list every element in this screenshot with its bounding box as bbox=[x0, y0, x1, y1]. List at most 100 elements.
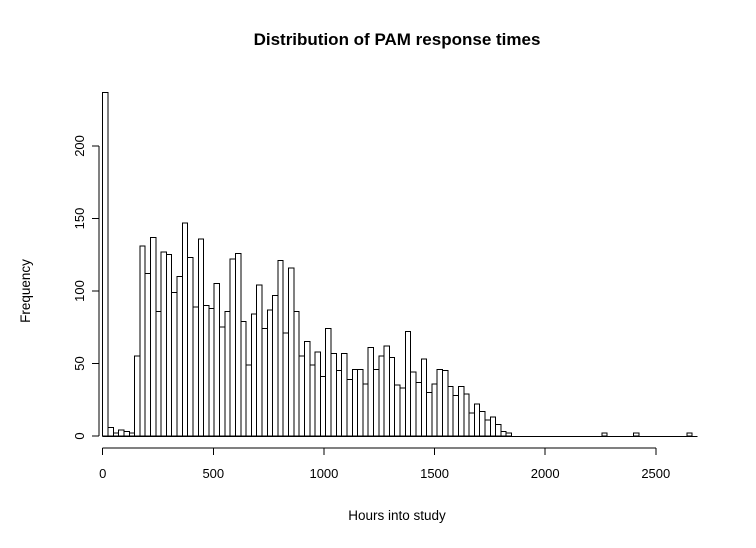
histogram-bar bbox=[484, 419, 491, 437]
histogram-bar bbox=[181, 222, 189, 437]
histogram-bar bbox=[362, 383, 369, 437]
histogram-bar bbox=[112, 432, 120, 437]
histogram-bar bbox=[388, 357, 396, 437]
chart-title: Distribution of PAM response times bbox=[254, 30, 541, 49]
histogram-bar bbox=[144, 273, 151, 437]
histogram-bar bbox=[203, 304, 210, 437]
histogram-bar bbox=[219, 326, 226, 437]
y-tick-label: 100 bbox=[72, 280, 87, 302]
histogram-bar bbox=[293, 310, 300, 437]
histogram-bar bbox=[601, 432, 608, 437]
histogram-bar bbox=[309, 364, 316, 437]
histogram-bar bbox=[410, 371, 417, 437]
histogram-bar bbox=[468, 412, 475, 437]
x-axis-title: Hours into study bbox=[348, 508, 446, 523]
histogram-bar bbox=[367, 347, 375, 437]
y-axis-title: Frequency bbox=[18, 259, 33, 323]
histogram-bar bbox=[176, 275, 183, 437]
histogram-bars bbox=[102, 91, 698, 437]
histogram-bar bbox=[282, 332, 290, 437]
y-tick-label: 200 bbox=[72, 135, 87, 157]
y-tick-label: 0 bbox=[72, 432, 87, 439]
histogram-bar bbox=[288, 267, 295, 437]
histogram-bar bbox=[457, 386, 465, 437]
histogram-bar bbox=[107, 426, 114, 437]
histogram-bar bbox=[171, 291, 178, 437]
histogram-bar bbox=[404, 331, 412, 437]
histogram-bar bbox=[341, 352, 348, 437]
histogram-bar bbox=[442, 370, 449, 437]
histogram-bar bbox=[314, 351, 321, 437]
histogram-bar bbox=[335, 370, 343, 437]
y-tick-label: 150 bbox=[72, 208, 87, 230]
histogram-bar bbox=[346, 378, 353, 437]
histogram-bar bbox=[213, 283, 221, 437]
histogram-bar bbox=[505, 432, 513, 437]
histogram-bar bbox=[261, 328, 268, 437]
histogram-bar bbox=[373, 368, 380, 437]
histogram-bar bbox=[436, 368, 444, 437]
y-tick-label: 50 bbox=[72, 356, 87, 370]
histogram-bar bbox=[426, 391, 433, 437]
x-axis: 0 500 1000 1500 2000 2500 bbox=[99, 447, 670, 481]
histogram-bar bbox=[303, 341, 311, 437]
histogram-bar bbox=[123, 431, 130, 437]
histogram-bar bbox=[633, 432, 640, 437]
histogram-bar bbox=[298, 355, 305, 437]
histogram-bar bbox=[394, 384, 401, 437]
histogram-bar bbox=[139, 245, 146, 437]
histogram-bar bbox=[415, 381, 422, 437]
histogram-bar bbox=[277, 260, 284, 437]
x-tick-label: 500 bbox=[202, 466, 224, 481]
x-tick-label: 1000 bbox=[309, 466, 338, 481]
histogram-bar bbox=[473, 403, 481, 437]
histogram-bar bbox=[187, 257, 194, 437]
histogram-bar bbox=[102, 91, 109, 437]
histogram-bar bbox=[160, 251, 167, 437]
x-tick-label: 0 bbox=[99, 466, 106, 481]
histogram-bar bbox=[208, 307, 215, 437]
histogram-bar bbox=[224, 310, 231, 437]
y-axis: 0 50 100 150 200 bbox=[72, 135, 100, 440]
histogram-bar bbox=[240, 320, 247, 437]
histogram-bar bbox=[149, 236, 157, 437]
histogram-bar bbox=[351, 368, 359, 437]
histogram-bar bbox=[128, 432, 136, 437]
histogram-bar bbox=[325, 328, 332, 437]
histogram-bar bbox=[165, 254, 173, 437]
histogram-bar bbox=[489, 416, 497, 437]
histogram-bar bbox=[118, 429, 125, 437]
histogram-bar bbox=[245, 364, 252, 437]
histogram-bar bbox=[479, 410, 486, 437]
histogram-bar bbox=[192, 306, 199, 437]
histogram-bar bbox=[266, 309, 274, 437]
histogram-bar bbox=[234, 252, 242, 437]
histogram-bar bbox=[500, 431, 507, 437]
histogram-bar bbox=[399, 387, 406, 437]
histogram-bar bbox=[357, 368, 364, 437]
histogram-bar bbox=[431, 383, 438, 437]
histogram-bar bbox=[452, 394, 459, 437]
histogram-bar bbox=[272, 294, 279, 437]
histogram-bar bbox=[383, 345, 390, 437]
histogram-bar bbox=[330, 352, 337, 437]
histogram-bar bbox=[420, 358, 428, 437]
histogram-bar bbox=[447, 386, 454, 437]
histogram-bar bbox=[197, 238, 205, 437]
histogram-bar bbox=[155, 310, 162, 437]
histogram-bar bbox=[319, 376, 327, 437]
histogram-bar bbox=[463, 393, 470, 437]
x-tick-label: 2000 bbox=[531, 466, 560, 481]
x-tick-label: 2500 bbox=[641, 466, 670, 481]
histogram-bar bbox=[495, 423, 502, 437]
x-tick-label: 1500 bbox=[420, 466, 449, 481]
histogram-bar bbox=[686, 432, 693, 437]
histogram-bar bbox=[229, 258, 236, 437]
histogram-bar bbox=[256, 284, 263, 437]
histogram-bar bbox=[378, 355, 385, 437]
histogram-bar bbox=[134, 355, 141, 437]
histogram-bar bbox=[250, 313, 258, 437]
